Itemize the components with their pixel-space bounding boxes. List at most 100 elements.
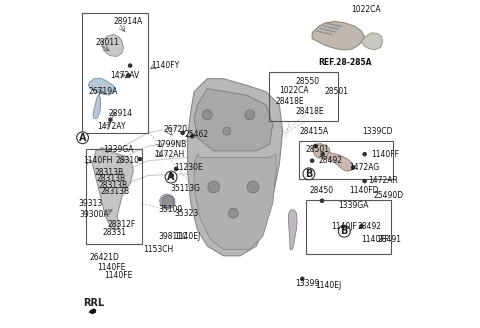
Circle shape	[108, 117, 113, 122]
Circle shape	[320, 152, 325, 156]
Text: 1140FF: 1140FF	[371, 150, 399, 159]
Text: 1022CA: 1022CA	[351, 5, 381, 14]
Text: 39811C: 39811C	[159, 232, 188, 241]
Text: 28914: 28914	[108, 109, 132, 118]
Text: REF.28-285A: REF.28-285A	[318, 58, 372, 67]
Text: 28914A: 28914A	[114, 17, 143, 26]
Text: 1140EJ: 1140EJ	[174, 232, 201, 241]
Circle shape	[310, 158, 314, 163]
Circle shape	[202, 110, 212, 120]
Circle shape	[320, 198, 324, 203]
Circle shape	[128, 63, 132, 68]
Polygon shape	[194, 89, 273, 151]
Text: 35113G: 35113G	[170, 184, 201, 193]
Text: 1339CD: 1339CD	[362, 127, 393, 136]
Text: B: B	[341, 226, 348, 236]
Text: 1140FY: 1140FY	[151, 61, 179, 70]
Polygon shape	[88, 308, 96, 314]
Bar	[299, 141, 393, 179]
Text: 28331: 28331	[103, 228, 127, 237]
Text: 1140FH: 1140FH	[83, 156, 113, 165]
Polygon shape	[88, 78, 115, 95]
Circle shape	[223, 127, 231, 135]
Text: 28313B: 28313B	[98, 181, 127, 190]
Circle shape	[338, 225, 350, 237]
Polygon shape	[288, 210, 297, 249]
Text: 28492: 28492	[319, 156, 343, 165]
Text: 1022CA: 1022CA	[279, 86, 308, 95]
Text: 25462: 25462	[184, 130, 208, 139]
Circle shape	[165, 171, 177, 183]
Text: 13399: 13399	[295, 279, 319, 288]
Text: 1140EJ: 1140EJ	[315, 281, 342, 290]
Polygon shape	[92, 148, 133, 230]
Circle shape	[138, 157, 142, 161]
Polygon shape	[194, 154, 276, 249]
Text: 26720: 26720	[164, 125, 188, 134]
Polygon shape	[93, 95, 101, 119]
Text: 28450: 28450	[310, 186, 334, 195]
Text: 28313B: 28313B	[101, 187, 130, 196]
Circle shape	[162, 196, 174, 208]
Text: 28313B: 28313B	[96, 174, 125, 183]
Bar	[86, 149, 142, 244]
Text: 28312F: 28312F	[107, 220, 135, 229]
Text: 1472AY: 1472AY	[97, 122, 126, 131]
Text: 28011: 28011	[95, 38, 119, 47]
Text: 28313B: 28313B	[94, 168, 123, 177]
Text: 28310: 28310	[115, 156, 139, 165]
Circle shape	[180, 131, 185, 135]
Circle shape	[247, 181, 259, 193]
Text: 1472AG: 1472AG	[349, 163, 379, 172]
Circle shape	[208, 181, 220, 193]
Text: 25490D: 25490D	[374, 191, 404, 200]
Circle shape	[300, 277, 305, 281]
Polygon shape	[160, 194, 175, 209]
Text: 35100: 35100	[159, 205, 183, 215]
Circle shape	[351, 165, 356, 170]
Text: A: A	[168, 172, 175, 182]
Text: 28418E: 28418E	[295, 107, 324, 116]
Polygon shape	[326, 153, 353, 171]
Text: 1140JF: 1140JF	[331, 222, 357, 231]
Circle shape	[174, 167, 179, 171]
Text: B: B	[305, 169, 312, 179]
Bar	[269, 72, 338, 121]
Text: 28501: 28501	[324, 87, 348, 96]
Text: 1472AV: 1472AV	[110, 71, 140, 80]
Text: 28550: 28550	[295, 77, 319, 87]
Text: 39300A: 39300A	[79, 210, 109, 219]
Text: 39313: 39313	[79, 199, 103, 208]
Text: 1140FD: 1140FD	[349, 186, 378, 195]
Circle shape	[245, 110, 255, 120]
Bar	[82, 13, 148, 133]
Circle shape	[362, 152, 367, 156]
Text: 1153CH: 1153CH	[143, 245, 173, 254]
Text: 26719A: 26719A	[88, 87, 118, 96]
Circle shape	[362, 179, 367, 183]
Text: 1799NB: 1799NB	[156, 140, 187, 149]
Text: 1472AR: 1472AR	[369, 176, 398, 185]
Text: RRL: RRL	[83, 298, 105, 308]
Text: A: A	[79, 133, 86, 143]
Text: 1140FE: 1140FE	[97, 263, 126, 272]
Text: 11230E: 11230E	[174, 163, 203, 172]
Circle shape	[303, 168, 315, 180]
Polygon shape	[188, 79, 283, 256]
Text: 1339GA: 1339GA	[338, 200, 369, 210]
Text: 35323: 35323	[174, 209, 199, 218]
Bar	[306, 200, 391, 254]
Text: 28501: 28501	[306, 145, 330, 154]
Text: 28418E: 28418E	[276, 97, 304, 106]
Polygon shape	[312, 21, 365, 50]
Polygon shape	[312, 144, 330, 159]
Text: 1339GA: 1339GA	[103, 145, 133, 154]
Text: 1140FE: 1140FE	[104, 271, 132, 280]
Circle shape	[190, 134, 195, 138]
Circle shape	[313, 144, 318, 148]
Circle shape	[359, 224, 364, 229]
Circle shape	[77, 132, 88, 144]
Text: 1140FF: 1140FF	[360, 235, 389, 244]
Text: 1472AH: 1472AH	[154, 150, 184, 159]
Polygon shape	[361, 33, 383, 50]
